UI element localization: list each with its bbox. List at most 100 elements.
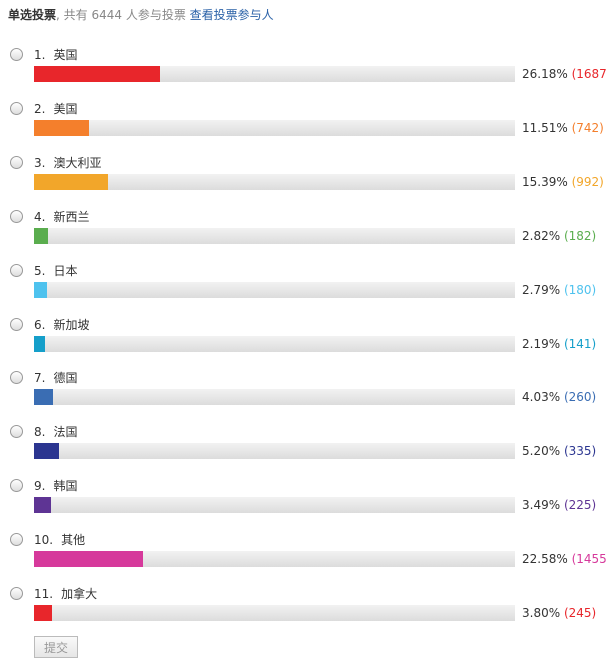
option-index: 5.: [34, 263, 46, 278]
count-label: (225): [563, 498, 597, 513]
option-label: 4. 新西兰: [34, 208, 89, 225]
count-label: (1687): [571, 67, 607, 81]
bar-track: [34, 443, 515, 460]
option-index: 1.: [34, 48, 46, 62]
count-label: (335): [563, 444, 597, 459]
option-index: 6.: [34, 317, 46, 332]
radio-button[interactable]: [10, 48, 23, 61]
option-label: 6. 新加坡: [34, 316, 89, 333]
participants-link[interactable]: 查看投票参与人: [189, 8, 274, 22]
poll-title: 单选投票: [8, 8, 57, 22]
bar-track: [34, 497, 515, 514]
option-index: 8.: [34, 425, 46, 440]
poll-option: 9. 韩国 3.49% (225): [0, 477, 607, 531]
option-label: 10. 其他: [34, 531, 85, 548]
percent-label: 3.49%: [522, 498, 561, 513]
percent-text: 26.18% (1687): [522, 67, 607, 81]
bar-track: [34, 281, 515, 298]
poll-option: 3. 澳大利亚 15.39% (992): [0, 154, 607, 208]
percent-text: 22.58% (1455): [522, 552, 607, 566]
count-label: (180): [563, 282, 597, 297]
submit-button[interactable]: 提交: [34, 636, 78, 658]
poll-option: 8. 法国 5.20% (335): [0, 423, 607, 477]
option-index: 10.: [34, 533, 54, 548]
bar: [34, 66, 160, 82]
bar: [34, 497, 51, 514]
count-label: (182): [563, 228, 597, 243]
option-name: 其他: [61, 533, 86, 548]
option-name: 德国: [53, 371, 78, 386]
option-label: 2. 美国: [34, 100, 77, 117]
bar: [34, 335, 45, 352]
percent-text: 2.82% (182): [522, 229, 596, 243]
radio-button[interactable]: [10, 209, 23, 223]
radio-button[interactable]: [10, 371, 23, 385]
option-name: 新加坡: [53, 317, 90, 332]
bar: [34, 443, 59, 460]
option-index: 2.: [34, 101, 46, 116]
count-label: (742): [571, 120, 604, 135]
option-label: 7. 德国: [34, 369, 77, 386]
poll-option: 4. 新西兰 2.82% (182): [0, 208, 607, 262]
option-name: 美国: [53, 101, 78, 116]
poll-option: 5. 日本 2.79% (180): [0, 262, 607, 316]
percent-text: 3.49% (225): [522, 498, 596, 512]
bar-track: [34, 551, 515, 568]
radio-button[interactable]: [10, 263, 23, 277]
option-name: 新西兰: [53, 209, 90, 224]
bar: [34, 605, 53, 621]
percent-text: 5.20% (335): [522, 444, 596, 458]
count-label: (1455): [571, 552, 607, 567]
percent-text: 11.51% (742): [522, 121, 604, 135]
percent-label: 15.39%: [522, 174, 568, 189]
bar-track: [34, 173, 515, 190]
option-index: 4.: [34, 209, 46, 224]
bar: [34, 173, 109, 190]
bar: [34, 551, 143, 568]
option-name: 韩国: [53, 479, 78, 494]
option-label: 9. 韩国: [34, 477, 77, 494]
percent-label: 2.79%: [522, 282, 561, 297]
percent-label: 5.20%: [522, 444, 561, 459]
bar-track: [34, 66, 515, 82]
poll-option: 1. 英国 26.18% (1687): [0, 46, 607, 100]
header: 单选投票, 共有 6444 人参与投票 查看投票参与人: [8, 6, 274, 23]
radio-button[interactable]: [10, 317, 23, 331]
poll-option: 6. 新加坡 2.19% (141): [0, 316, 607, 370]
radio-button[interactable]: [10, 155, 23, 169]
poll-option: 11. 加拿大 3.80% (245): [0, 585, 607, 639]
option-name: 日本: [53, 263, 78, 278]
radio-button[interactable]: [10, 425, 23, 439]
poll-option: 10. 其他 22.58% (1455): [0, 531, 607, 585]
bar-track: [34, 389, 515, 406]
option-index: 11.: [34, 587, 54, 601]
percent-label: 11.51%: [522, 120, 568, 135]
count-label: (992): [571, 174, 604, 189]
option-name: 法国: [53, 425, 78, 440]
option-label: 11. 加拿大: [34, 585, 97, 602]
option-index: 3.: [34, 155, 46, 170]
option-name: 英国: [53, 48, 78, 62]
percent-text: 3.80% (245): [522, 606, 596, 620]
percent-label: 4.03%: [522, 390, 561, 405]
bar-track: [34, 605, 515, 621]
percent-text: 2.19% (141): [522, 337, 596, 351]
bar: [34, 119, 90, 136]
summary: , 共有 6444 人参与投票: [56, 8, 186, 22]
option-index: 7.: [34, 371, 46, 386]
bar: [34, 227, 48, 244]
percent-text: 2.79% (180): [522, 283, 596, 297]
radio-button[interactable]: [10, 479, 23, 493]
radio-button[interactable]: [10, 101, 23, 115]
poll-option: 2. 美国 11.51% (742): [0, 100, 607, 154]
bar-track: [34, 119, 515, 136]
percent-label: 26.18%: [522, 67, 568, 81]
percent-label: 3.80%: [522, 606, 561, 620]
percent-text: 15.39% (992): [522, 175, 604, 189]
percent-label: 2.19%: [522, 336, 561, 351]
radio-button[interactable]: [10, 587, 23, 600]
option-name: 澳大利亚: [53, 155, 102, 170]
poll-option: 7. 德国 4.03% (260): [0, 369, 607, 423]
radio-button[interactable]: [10, 533, 23, 547]
